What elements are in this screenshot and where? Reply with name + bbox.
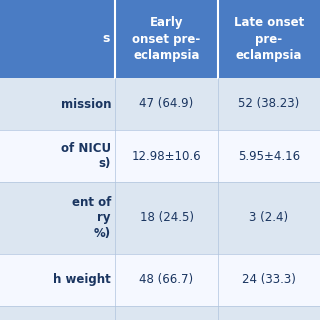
Bar <box>218 130 320 182</box>
Bar <box>0 130 115 182</box>
Text: s: s <box>103 33 110 45</box>
Text: 5.95±4.16: 5.95±4.16 <box>238 149 300 163</box>
Bar <box>0 78 115 130</box>
Bar <box>218 182 320 254</box>
Bar <box>0 182 115 254</box>
Bar <box>115 182 218 254</box>
Bar <box>115 306 218 320</box>
Text: 52 (38.23): 52 (38.23) <box>238 98 300 110</box>
Bar <box>0 0 115 78</box>
Text: Late onset
pre-
eclampsia: Late onset pre- eclampsia <box>234 16 304 62</box>
Bar <box>115 254 218 306</box>
Text: 24 (33.3): 24 (33.3) <box>242 274 296 286</box>
Text: h weight: h weight <box>53 274 111 286</box>
Bar <box>115 0 218 78</box>
Text: of NICU
s): of NICU s) <box>61 141 111 171</box>
Bar <box>115 130 218 182</box>
Bar <box>218 254 320 306</box>
Bar <box>115 78 218 130</box>
Bar <box>218 306 320 320</box>
Bar <box>0 254 115 306</box>
Bar <box>0 306 115 320</box>
Text: mission: mission <box>60 98 111 110</box>
Text: 48 (66.7): 48 (66.7) <box>140 274 194 286</box>
Bar <box>218 78 320 130</box>
Text: 47 (64.9): 47 (64.9) <box>140 98 194 110</box>
Text: 18 (24.5): 18 (24.5) <box>140 212 194 225</box>
Text: Early
onset pre-
eclampsia: Early onset pre- eclampsia <box>132 16 201 62</box>
Text: 12.98±10.6: 12.98±10.6 <box>132 149 201 163</box>
Text: ent of
ry
%): ent of ry %) <box>72 196 111 241</box>
Text: 3 (2.4): 3 (2.4) <box>249 212 289 225</box>
Bar <box>218 0 320 78</box>
